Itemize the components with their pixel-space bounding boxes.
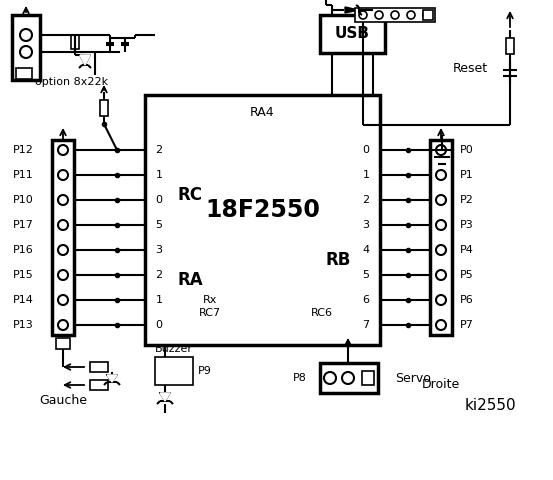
Circle shape: [58, 270, 68, 280]
Polygon shape: [345, 7, 359, 13]
Text: RC6: RC6: [311, 308, 333, 318]
Text: P3: P3: [460, 220, 474, 230]
Text: RC7: RC7: [199, 308, 221, 318]
Text: option 8x22k: option 8x22k: [35, 77, 108, 87]
Text: P2: P2: [460, 195, 474, 205]
Text: Reset: Reset: [453, 61, 488, 74]
Bar: [430, 140, 452, 335]
Text: 6: 6: [363, 295, 369, 305]
Circle shape: [436, 195, 446, 205]
Text: RA: RA: [177, 271, 203, 289]
Polygon shape: [80, 55, 90, 65]
Circle shape: [58, 320, 68, 330]
Text: P1: P1: [460, 170, 474, 180]
Text: 1: 1: [363, 170, 369, 180]
Circle shape: [58, 145, 68, 155]
Bar: [362, 371, 374, 385]
Text: P9: P9: [198, 366, 212, 376]
Text: Rx: Rx: [203, 295, 217, 305]
Text: 3: 3: [363, 220, 369, 230]
Text: 7: 7: [362, 320, 369, 330]
Text: P11: P11: [13, 170, 34, 180]
Bar: [145, 95, 380, 345]
Text: P0: P0: [460, 145, 474, 155]
Circle shape: [58, 170, 68, 180]
Text: P5: P5: [460, 270, 474, 280]
Text: P4: P4: [460, 245, 474, 255]
Bar: [90, 362, 108, 372]
Text: P17: P17: [13, 220, 34, 230]
Bar: [355, 8, 435, 22]
Text: RB: RB: [325, 251, 351, 269]
Text: 1: 1: [155, 170, 163, 180]
Bar: [100, 100, 108, 116]
Text: 5: 5: [363, 270, 369, 280]
Bar: [155, 357, 193, 385]
Text: Droite: Droite: [422, 379, 460, 392]
Text: 18F2550: 18F2550: [205, 198, 320, 222]
Circle shape: [359, 11, 367, 19]
Text: 0: 0: [155, 320, 163, 330]
Text: P12: P12: [13, 145, 34, 155]
Bar: [52, 140, 74, 335]
Circle shape: [423, 11, 431, 19]
Circle shape: [324, 372, 336, 384]
Text: Servo: Servo: [395, 372, 431, 384]
Bar: [506, 38, 514, 54]
Text: Gauche: Gauche: [39, 394, 87, 407]
Bar: [12, 15, 40, 80]
Bar: [90, 380, 108, 390]
Text: P16: P16: [13, 245, 34, 255]
Polygon shape: [160, 393, 170, 401]
Text: P7: P7: [460, 320, 474, 330]
Text: RA4: RA4: [250, 107, 275, 120]
Text: 2: 2: [155, 270, 163, 280]
Circle shape: [436, 320, 446, 330]
Text: 1: 1: [155, 295, 163, 305]
Circle shape: [342, 372, 354, 384]
Circle shape: [375, 11, 383, 19]
Bar: [16, 68, 32, 79]
Text: P8: P8: [293, 373, 307, 383]
Text: 0: 0: [363, 145, 369, 155]
Circle shape: [436, 145, 446, 155]
Text: 2: 2: [362, 195, 369, 205]
Bar: [320, 15, 385, 53]
Text: 5: 5: [155, 220, 163, 230]
Text: P10: P10: [13, 195, 34, 205]
Text: P14: P14: [13, 295, 34, 305]
Bar: [56, 338, 70, 349]
Circle shape: [58, 220, 68, 230]
Text: 4: 4: [362, 245, 369, 255]
Circle shape: [58, 295, 68, 305]
Text: P6: P6: [460, 295, 474, 305]
Text: RC: RC: [178, 186, 202, 204]
Text: ki2550: ki2550: [464, 397, 516, 412]
Text: Buzzer: Buzzer: [155, 344, 193, 354]
Text: P15: P15: [13, 270, 34, 280]
Circle shape: [436, 270, 446, 280]
Bar: [320, 363, 378, 393]
Circle shape: [436, 220, 446, 230]
Text: 0: 0: [155, 195, 163, 205]
Text: USB: USB: [335, 26, 370, 41]
Polygon shape: [107, 375, 117, 382]
Circle shape: [407, 11, 415, 19]
Circle shape: [436, 245, 446, 255]
Circle shape: [391, 11, 399, 19]
Circle shape: [58, 195, 68, 205]
Circle shape: [58, 245, 68, 255]
Circle shape: [436, 170, 446, 180]
Circle shape: [20, 46, 32, 58]
Text: 3: 3: [155, 245, 163, 255]
Circle shape: [436, 295, 446, 305]
Bar: [71, 35, 79, 49]
Circle shape: [20, 29, 32, 41]
Text: P13: P13: [13, 320, 34, 330]
Text: 2: 2: [155, 145, 163, 155]
Bar: [423, 10, 433, 20]
